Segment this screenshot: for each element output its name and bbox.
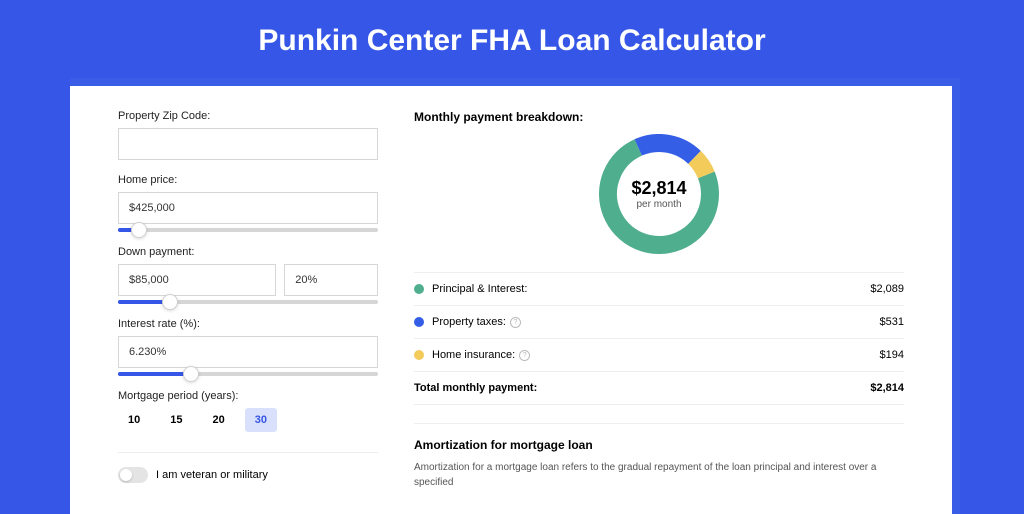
field-rate: Interest rate (%): — [118, 318, 378, 376]
input-panel: Property Zip Code: Home price: Down paym… — [118, 110, 378, 490]
price-input[interactable] — [118, 192, 378, 224]
page-title: Punkin Center FHA Loan Calculator — [0, 0, 1024, 78]
period-btn-15[interactable]: 15 — [160, 408, 192, 432]
card-shadow: Property Zip Code: Home price: Down paym… — [70, 78, 960, 514]
breakdown-row: Home insurance: ?$194 — [414, 339, 904, 372]
donut-center: $2,814 per month — [631, 178, 686, 210]
down-slider-thumb[interactable] — [162, 294, 178, 310]
veteran-label: I am veteran or military — [156, 469, 268, 481]
price-slider[interactable] — [118, 228, 378, 232]
legend-dot — [414, 350, 424, 360]
breakdown-value: $194 — [880, 349, 904, 361]
price-slider-thumb[interactable] — [131, 222, 147, 238]
breakdown-row: Principal & Interest:$2,089 — [414, 273, 904, 306]
breakdown-label: Principal & Interest: — [432, 283, 870, 295]
rate-slider-thumb[interactable] — [183, 366, 199, 382]
total-value: $2,814 — [870, 382, 904, 394]
down-pct-input[interactable] — [284, 264, 378, 296]
donut-amount: $2,814 — [631, 178, 686, 199]
veteran-row: I am veteran or military — [118, 452, 378, 483]
breakdown-label: Property taxes: ? — [432, 316, 880, 328]
rate-input[interactable] — [118, 336, 378, 368]
label-period: Mortgage period (years): — [118, 390, 378, 402]
period-btn-30[interactable]: 30 — [245, 408, 277, 432]
info-icon[interactable]: ? — [519, 350, 530, 361]
breakdown-value: $2,089 — [870, 283, 904, 295]
label-price: Home price: — [118, 174, 378, 186]
donut-chart: $2,814 per month — [414, 134, 904, 254]
donut-sub: per month — [631, 199, 686, 210]
field-down: Down payment: — [118, 246, 378, 304]
total-label: Total monthly payment: — [414, 382, 870, 394]
down-amount-input[interactable] — [118, 264, 276, 296]
amort-section: Amortization for mortgage loan Amortizat… — [414, 423, 904, 490]
period-btn-10[interactable]: 10 — [118, 408, 150, 432]
legend-dot — [414, 284, 424, 294]
breakdown-panel: Monthly payment breakdown: $2,814 per mo… — [414, 110, 904, 490]
breakdown-row: Property taxes: ?$531 — [414, 306, 904, 339]
breakdown-title: Monthly payment breakdown: — [414, 110, 904, 124]
period-btn-20[interactable]: 20 — [203, 408, 235, 432]
label-rate: Interest rate (%): — [118, 318, 378, 330]
period-options: 10 15 20 30 — [118, 408, 378, 432]
calculator-card: Property Zip Code: Home price: Down paym… — [70, 86, 952, 514]
label-zip: Property Zip Code: — [118, 110, 378, 122]
breakdown-list: Principal & Interest:$2,089Property taxe… — [414, 272, 904, 405]
veteran-toggle[interactable] — [118, 467, 148, 483]
rate-slider[interactable] — [118, 372, 378, 376]
field-zip: Property Zip Code: — [118, 110, 378, 160]
breakdown-value: $531 — [880, 316, 904, 328]
field-period: Mortgage period (years): 10 15 20 30 — [118, 390, 378, 432]
label-down: Down payment: — [118, 246, 378, 258]
breakdown-total: Total monthly payment:$2,814 — [414, 372, 904, 405]
breakdown-label: Home insurance: ? — [432, 349, 880, 361]
field-price: Home price: — [118, 174, 378, 232]
down-slider[interactable] — [118, 300, 378, 304]
info-icon[interactable]: ? — [510, 317, 521, 328]
zip-input[interactable] — [118, 128, 378, 160]
amort-text: Amortization for a mortgage loan refers … — [414, 460, 904, 490]
amort-title: Amortization for mortgage loan — [414, 438, 904, 452]
legend-dot — [414, 317, 424, 327]
